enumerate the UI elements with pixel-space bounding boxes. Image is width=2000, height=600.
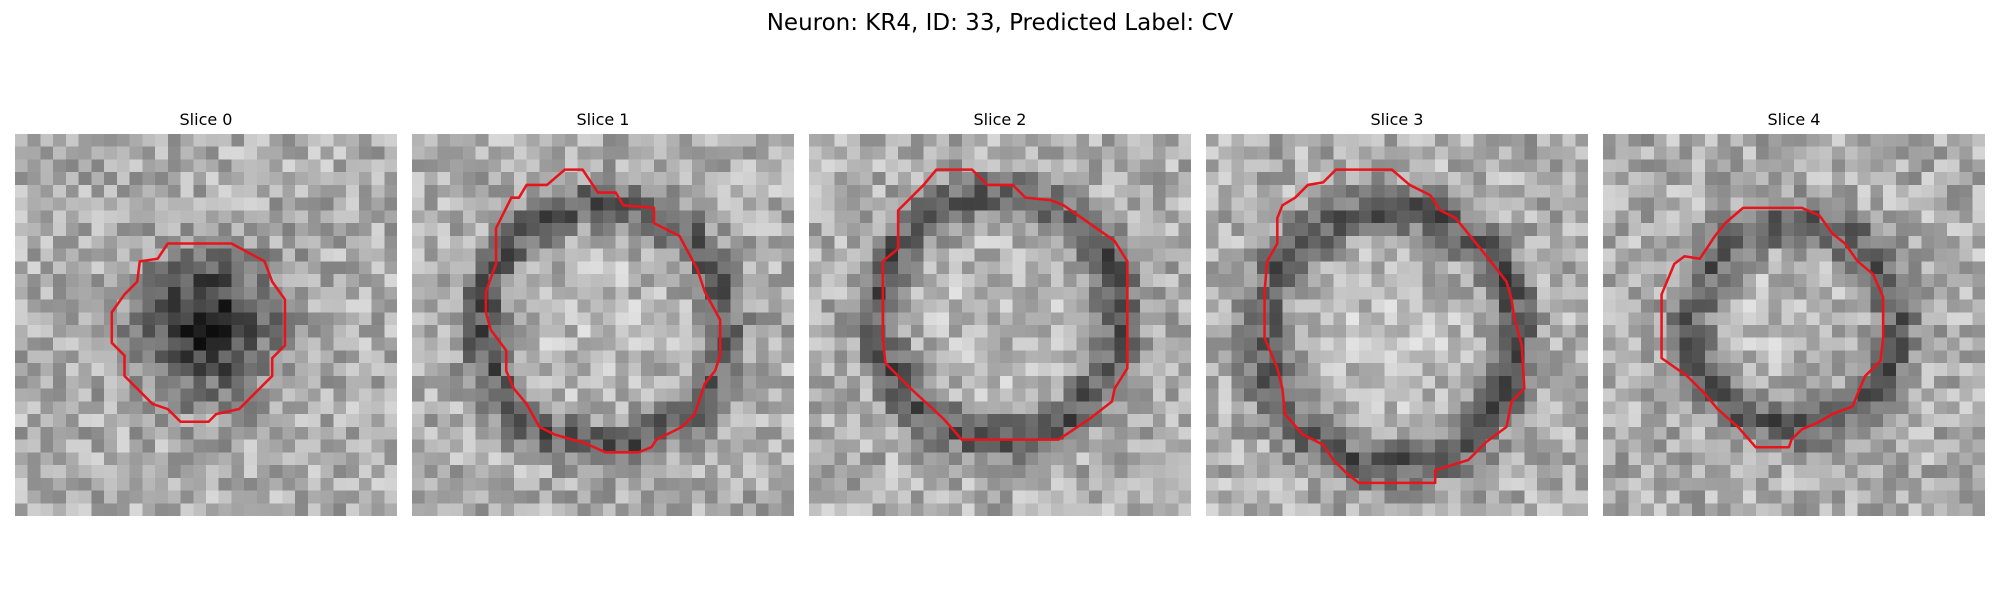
roi-contour — [1263, 168, 1526, 485]
pixel-grid — [1603, 134, 1985, 516]
slice-title: Slice 3 — [1370, 110, 1424, 129]
pixel-grid — [809, 134, 1191, 516]
roi-contour — [881, 168, 1129, 441]
slice-image — [412, 134, 794, 516]
figure-title: Neuron: KR4, ID: 33, Predicted Label: CV — [766, 10, 1234, 36]
roi-contour — [110, 242, 287, 424]
slice-image — [1603, 134, 1985, 516]
slice-title: Slice 0 — [179, 110, 233, 129]
slice-title: Slice 1 — [576, 110, 630, 129]
roi-contour — [1660, 206, 1885, 449]
pixel-grid — [1206, 134, 1588, 516]
slice-title: Slice 2 — [973, 110, 1027, 129]
slice-image — [1206, 134, 1588, 516]
pixel-grid — [15, 134, 397, 516]
slice-image — [15, 134, 397, 516]
roi-contour — [484, 168, 722, 454]
slice-title: Slice 4 — [1767, 110, 1821, 129]
pixel-grid — [412, 134, 794, 516]
slice-image — [809, 134, 1191, 516]
